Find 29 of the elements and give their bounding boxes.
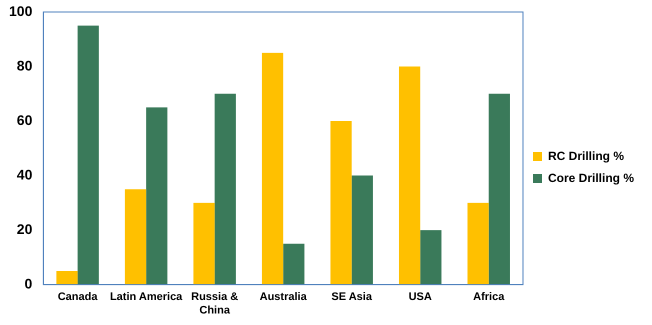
y-tick-label: 0 [24,275,33,292]
bar [124,189,146,285]
y-tick-label: 60 [16,112,33,128]
bar [398,66,420,285]
bar [467,202,489,285]
bar [193,202,215,285]
bar [78,26,99,285]
y-tick-label: 20 [16,220,33,237]
y-tick-label: 100 [9,2,33,19]
bar [352,176,373,285]
y-tick-label: 40 [16,166,33,182]
bar [262,52,284,285]
bar [56,270,78,285]
bar [146,107,168,285]
bar [420,230,442,285]
legend-label: Core Drilling % [548,170,634,185]
x-tick-label: SE Asia [331,291,373,304]
y-tick-label: 80 [16,57,33,74]
bar [283,244,304,285]
x-tick-label: Canada [58,291,98,304]
x-tick-label: Latin America [110,291,184,304]
x-tick-label: USA [408,291,432,304]
legend-label: RC Drilling % [548,148,624,163]
bar [214,94,236,285]
bar [488,94,510,285]
x-tick-label: Australia [260,291,308,304]
x-tick-label: Russia & China [191,291,238,316]
bar [330,121,352,285]
x-tick-label: Africa [473,291,506,304]
